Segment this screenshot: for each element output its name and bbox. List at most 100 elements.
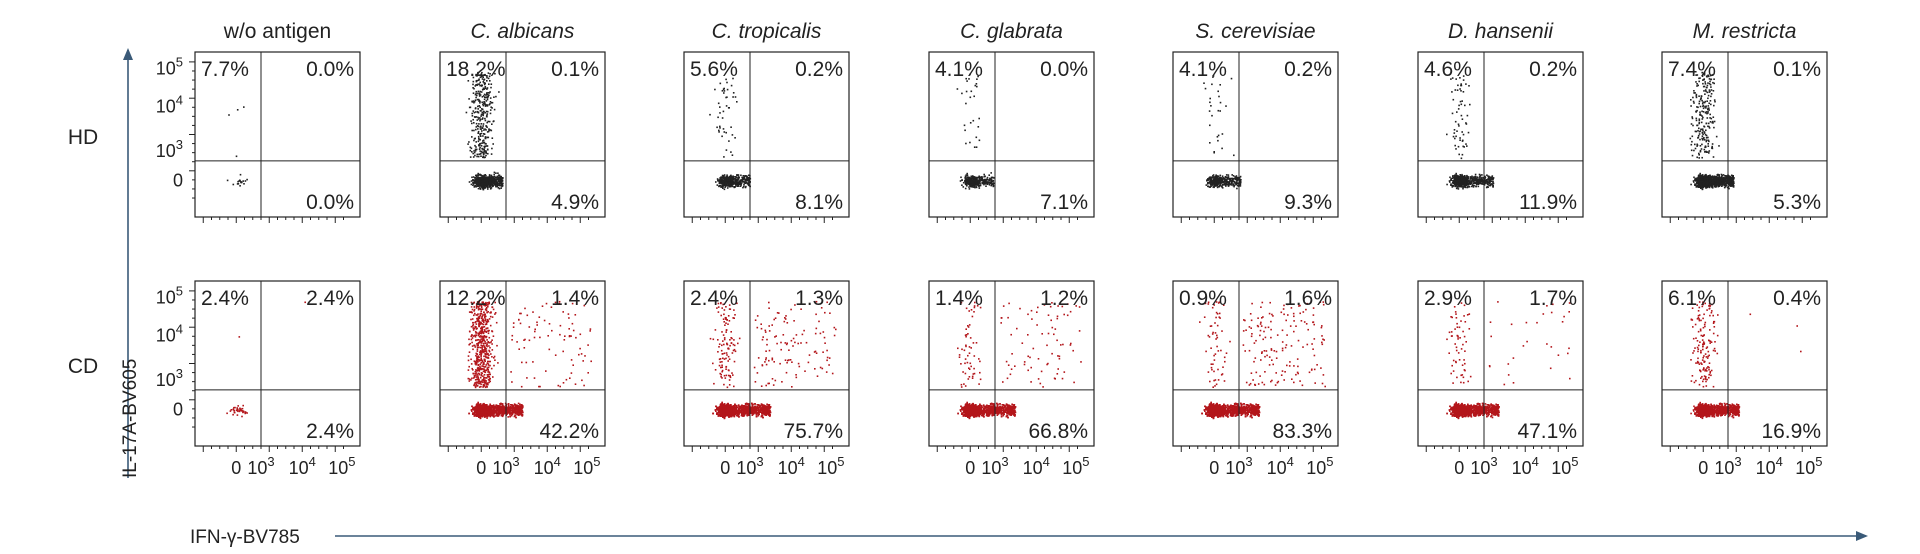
- data-point: [1702, 85, 1705, 88]
- data-point: [238, 180, 240, 182]
- data-point: [1706, 91, 1709, 94]
- data-point: [975, 83, 978, 85]
- data-point: [497, 187, 500, 189]
- data-point: [500, 179, 502, 182]
- data-point: [1713, 120, 1716, 123]
- data-point: [1448, 180, 1451, 182]
- data-point: [488, 180, 490, 182]
- data-point: [482, 180, 484, 182]
- data-point: [482, 142, 485, 144]
- data-point: [725, 149, 728, 151]
- data-point: [721, 174, 724, 177]
- data-point: [483, 78, 486, 81]
- data-point: [480, 185, 482, 187]
- data-point: [1446, 133, 1448, 136]
- data-point: [494, 179, 497, 181]
- data-point: [1715, 185, 1717, 187]
- data-point: [477, 182, 480, 185]
- data-point: [489, 188, 492, 190]
- data-point: [238, 336, 241, 338]
- data-point: [490, 153, 493, 155]
- data-point: [1701, 135, 1704, 137]
- data-point: [486, 136, 489, 139]
- data-point: [990, 172, 992, 174]
- data-point: [1699, 138, 1701, 141]
- data-point: [475, 122, 478, 125]
- data-point: [980, 179, 983, 182]
- data-point: [1456, 89, 1459, 91]
- data-point: [1455, 181, 1457, 183]
- data-point: [973, 183, 975, 186]
- data-point: [507, 416, 509, 418]
- data-point: [501, 185, 504, 187]
- data-point: [964, 177, 967, 180]
- data-point: [1698, 102, 1700, 105]
- data-point: [476, 125, 479, 127]
- data-point: [1699, 150, 1702, 153]
- data-point: [487, 177, 489, 180]
- data-point: [482, 102, 485, 105]
- data-point: [1469, 179, 1471, 181]
- data-point: [484, 117, 486, 120]
- data-point: [483, 83, 486, 86]
- data-point: [476, 110, 479, 113]
- data-point: [725, 181, 728, 184]
- data-point: [1455, 135, 1457, 138]
- data-point: [738, 181, 741, 184]
- data-point: [485, 115, 488, 118]
- data-point: [1481, 179, 1483, 181]
- data-point: [726, 88, 729, 91]
- data-point: [723, 181, 725, 183]
- data-point: [492, 143, 494, 145]
- data-point: [477, 116, 479, 119]
- data-point: [481, 118, 484, 120]
- data-point: [1696, 184, 1699, 187]
- data-point: [472, 181, 474, 184]
- panel-hd-2: 5.6% 0.2%8.1%: [683, 51, 850, 218]
- data-point: [1219, 182, 1222, 184]
- data-point: [490, 187, 493, 189]
- data-point: [469, 146, 472, 149]
- data-point: [1481, 174, 1483, 176]
- data-point: [495, 185, 497, 188]
- data-point: [1708, 125, 1710, 128]
- column-title: S. cerevisiae: [1195, 20, 1315, 43]
- data-point: [1705, 182, 1708, 185]
- data-point: [1698, 174, 1700, 176]
- data-point: [1690, 99, 1692, 101]
- data-point: [1694, 184, 1697, 186]
- data-point: [722, 187, 724, 189]
- data-point: [715, 181, 717, 183]
- data-point: [1720, 173, 1723, 176]
- data-point: [968, 186, 970, 188]
- data-point: [1227, 174, 1230, 176]
- data-point: [477, 187, 480, 190]
- data-point: [990, 179, 993, 182]
- data-point: [486, 110, 489, 113]
- data-point: [970, 181, 972, 184]
- data-point: [734, 176, 737, 178]
- data-point: [1463, 186, 1465, 188]
- data-point: [973, 176, 976, 179]
- data-point: [234, 406, 236, 409]
- data-point: [237, 180, 239, 183]
- data-point: [1457, 84, 1459, 87]
- data-point: [1697, 106, 1699, 109]
- data-point: [494, 72, 496, 75]
- data-point: [1713, 99, 1716, 101]
- data-point: [1729, 184, 1731, 187]
- data-point: [1711, 120, 1714, 123]
- data-point: [1700, 121, 1703, 124]
- data-point: [492, 180, 495, 182]
- data-point: [1457, 108, 1460, 110]
- data-point: [726, 81, 728, 84]
- data-point: [1486, 174, 1488, 176]
- data-point: [489, 80, 491, 82]
- data-point: [489, 176, 491, 179]
- data-point: [479, 76, 482, 79]
- data-point: [721, 117, 724, 119]
- data-point: [493, 96, 495, 98]
- data-point: [1697, 134, 1700, 137]
- data-point: [497, 172, 499, 174]
- data-point: [1465, 143, 1467, 145]
